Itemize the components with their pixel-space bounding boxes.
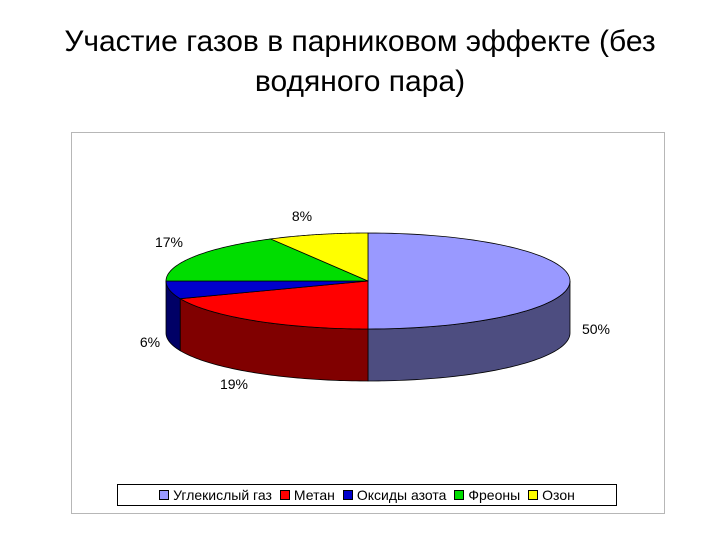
legend-item-co2: Углекислый газ bbox=[159, 487, 272, 503]
legend-swatch-ozone bbox=[528, 490, 539, 500]
pie-slice-ozone bbox=[269, 232, 369, 282]
data-label-ozone: 8% bbox=[292, 208, 312, 224]
data-label-co2: 50% bbox=[582, 321, 610, 337]
pie-tops bbox=[165, 232, 571, 330]
legend-label-co2: Углекислый газ bbox=[173, 487, 272, 503]
pie-labels: 50% 19% 6% 17% 8% bbox=[140, 208, 610, 392]
legend-swatch-methane bbox=[279, 490, 290, 500]
data-label-nitrogen-oxides: 6% bbox=[140, 334, 160, 350]
legend-swatch-freons bbox=[454, 490, 465, 500]
legend-label-freons: Фреоны bbox=[468, 487, 521, 503]
pie-slice-freons bbox=[165, 238, 369, 282]
legend-item-methane: Метан bbox=[279, 487, 335, 503]
legend-swatch-co2 bbox=[159, 490, 170, 500]
pie-slice-co2 bbox=[367, 232, 571, 330]
legend-item-freons: Фреоны bbox=[454, 487, 520, 503]
slide-title-line-2: водяного пара) bbox=[254, 65, 466, 98]
legend-label-ozone: Озон bbox=[542, 487, 575, 503]
legend-item-ozone: Озон bbox=[528, 487, 575, 503]
pie-slice-nitrogen-oxides bbox=[165, 280, 369, 300]
slide-title-line-1: Участие газов в парниковом эффекте (без bbox=[64, 25, 656, 58]
legend-swatch-nitrogen-oxides bbox=[342, 490, 353, 500]
data-label-freons: 17% bbox=[155, 234, 183, 250]
pie-slice-methane bbox=[178, 280, 369, 330]
chart-legend: Углекислый газ Метан Оксиды азота Фреоны… bbox=[117, 484, 617, 506]
data-label-methane: 19% bbox=[220, 376, 248, 392]
legend-label-methane: Метан bbox=[293, 487, 335, 503]
slide-title: Участие газов в парниковом эффекте (без … bbox=[0, 22, 720, 102]
legend-item-nitrogen-oxides: Оксиды азота bbox=[342, 487, 447, 503]
legend-label-nitrogen-oxides: Оксиды азота bbox=[356, 487, 447, 503]
